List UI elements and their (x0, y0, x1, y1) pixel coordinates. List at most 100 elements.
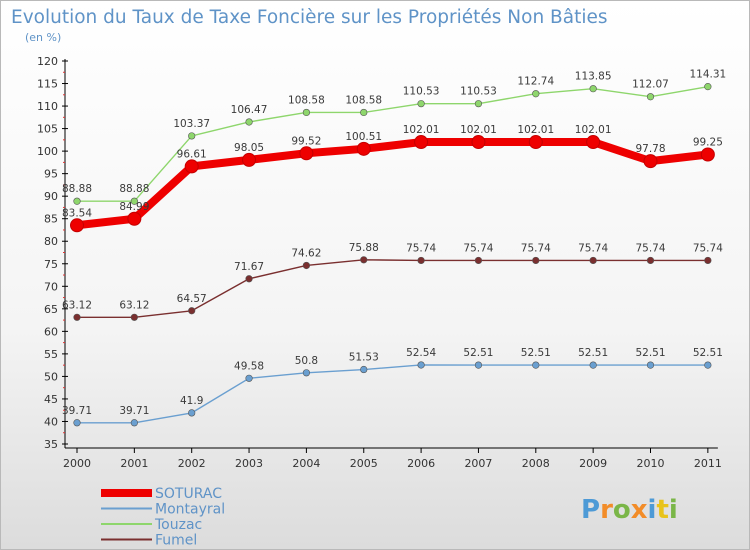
x-tick-label: 2002 (178, 457, 206, 470)
y-tick-label: 60 (44, 325, 58, 338)
data-label-fumel: 64.57 (177, 293, 207, 305)
data-label-touzac: 108.58 (288, 94, 325, 106)
series-montayral (73, 361, 712, 427)
proxiti-logo: Proxiti (581, 495, 678, 525)
y-tick-label: 100 (37, 145, 58, 158)
x-tick-label: 2005 (350, 457, 378, 470)
data-label-soturac: 96.61 (177, 148, 207, 160)
x-tick-label: 2004 (292, 457, 320, 470)
y-tick-label: 50 (44, 370, 58, 383)
data-label-fumel: 75.74 (635, 242, 665, 254)
data-labels-layer: 88.88 88.88 103.37 106.47 108.58 108.58 110.53… (62, 69, 726, 417)
data-label-touzac: 106.47 (231, 104, 268, 116)
data-point-fumel (704, 256, 712, 265)
data-label-soturac: 102.01 (575, 124, 612, 136)
data-label-montayral: 52.51 (578, 347, 608, 359)
y-axis-unit-label: (en %) (25, 31, 61, 44)
data-point-fumel (417, 256, 425, 265)
data-point-soturac (242, 152, 257, 167)
data-point-touzac (589, 85, 597, 93)
logo-letter: o (613, 495, 631, 525)
y-tick-label: 90 (44, 190, 58, 203)
series-touzac (73, 83, 712, 205)
x-tick-label: 2009 (579, 457, 607, 470)
data-point-montayral (474, 361, 483, 369)
data-point-fumel (474, 256, 483, 265)
series-fumel (73, 256, 712, 321)
logo-letter: t (656, 495, 668, 525)
data-point-touzac (646, 93, 655, 101)
data-label-montayral: 39.71 (119, 405, 149, 417)
data-label-soturac: 102.01 (403, 124, 440, 136)
data-point-montayral (646, 361, 655, 369)
data-point-montayral (302, 369, 311, 377)
data-label-montayral: 50.8 (295, 355, 318, 367)
data-label-fumel: 75.88 (349, 242, 379, 254)
data-label-fumel: 75.74 (521, 242, 551, 254)
legend-label-fumel: Fumel (155, 533, 197, 549)
data-label-soturac: 102.01 (517, 124, 554, 136)
data-label-fumel: 74.62 (291, 247, 321, 259)
data-point-soturac (127, 211, 142, 226)
x-tick-label: 2010 (637, 457, 665, 470)
series-line-fumel (77, 259, 708, 318)
data-label-montayral: 39.71 (62, 405, 92, 417)
data-label-fumel: 75.74 (463, 242, 493, 254)
data-label-montayral: 41.9 (180, 395, 203, 407)
data-point-fumel (130, 313, 138, 321)
data-label-montayral: 52.51 (521, 347, 551, 359)
data-label-touzac: 103.37 (173, 118, 210, 130)
chart-title: Evolution du Taux de Taxe Foncière sur l… (11, 7, 608, 28)
y-tick-label: 80 (44, 235, 58, 248)
data-point-touzac (73, 197, 81, 205)
series-line-montayral (77, 364, 708, 424)
data-label-soturac: 83.54 (62, 207, 92, 219)
y-tick-label: 105 (37, 123, 58, 136)
x-tick-label: 2001 (120, 457, 148, 470)
series-line-soturac (76, 138, 709, 230)
data-point-soturac (356, 141, 371, 156)
data-label-touzac: 110.53 (460, 86, 497, 98)
y-tick-label: 85 (44, 213, 58, 226)
data-point-touzac (532, 90, 540, 98)
data-point-touzac (245, 118, 253, 126)
x-tick-label: 2007 (464, 457, 492, 470)
y-tick-label: 120 (37, 55, 58, 68)
data-point-montayral (360, 365, 368, 374)
data-point-fumel (360, 256, 368, 264)
data-point-fumel (589, 256, 597, 265)
data-point-soturac (414, 135, 429, 150)
data-label-montayral: 51.53 (349, 352, 379, 364)
series-line-touzac (77, 85, 708, 202)
axes: 35 40 45 50 55 60 65 70 75 80 85 90 95 100 105 110 115 12… (37, 55, 722, 470)
data-label-soturac: 99.25 (693, 136, 723, 148)
data-point-soturac (586, 135, 601, 150)
data-label-touzac: 112.74 (517, 76, 554, 88)
data-label-fumel: 71.67 (234, 261, 264, 273)
data-label-touzac: 110.53 (403, 86, 440, 98)
data-label-montayral: 52.51 (635, 347, 665, 359)
legend-label-touzac: Touzac (154, 517, 202, 533)
y-tick-label: 70 (44, 280, 58, 293)
data-point-soturac (700, 147, 715, 162)
logo-letter: i (648, 495, 657, 525)
x-tick-label: 2006 (407, 457, 435, 470)
data-label-soturac: 99.52 (291, 135, 321, 147)
data-label-montayral: 52.54 (406, 347, 436, 359)
data-point-touzac (417, 100, 425, 108)
data-label-soturac: 100.51 (345, 131, 382, 143)
data-point-montayral (245, 374, 253, 382)
data-point-soturac (184, 159, 199, 174)
data-label-fumel: 75.74 (578, 242, 608, 254)
y-tick-label: 110 (37, 100, 58, 113)
x-tick-label: 2003 (235, 457, 263, 470)
data-point-montayral (73, 419, 81, 427)
data-point-fumel (532, 256, 540, 265)
legend-label-soturac: SOTURAC (155, 486, 222, 502)
legend-label-montayral: Montayral (155, 502, 225, 518)
y-tick-label: 115 (37, 78, 58, 91)
data-point-fumel (302, 261, 311, 270)
data-point-touzac (302, 108, 311, 117)
